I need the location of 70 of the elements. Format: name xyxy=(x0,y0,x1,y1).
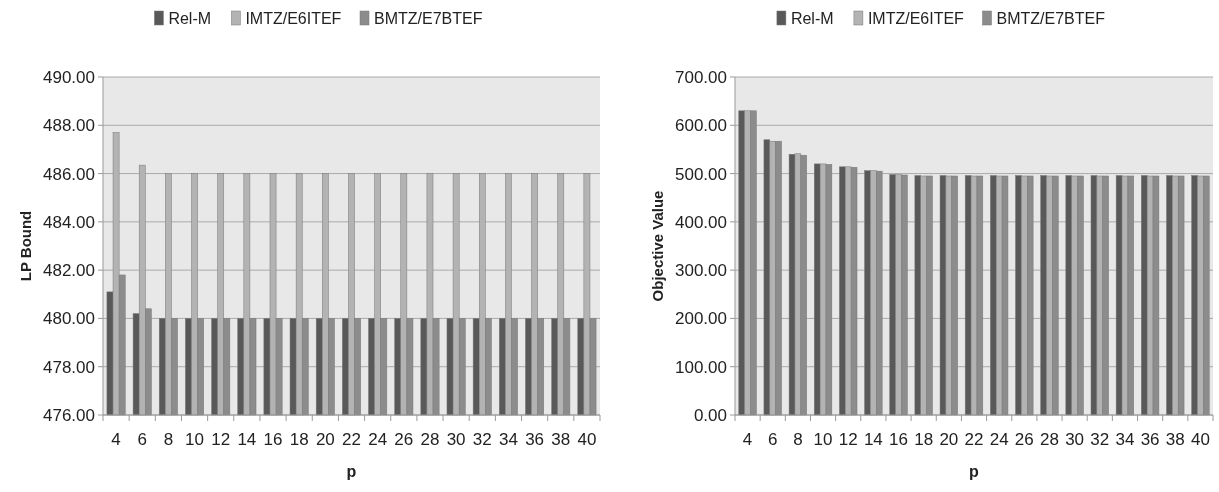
x-tick-label: 12 xyxy=(838,430,858,449)
x-tick-label: 28 xyxy=(1040,430,1059,449)
x-tick-label: 4 xyxy=(742,430,753,449)
x-tick-label: 16 xyxy=(263,430,283,449)
y-tick-label: 100.00 xyxy=(675,357,727,377)
x-tick-label: 16 xyxy=(889,430,908,449)
y-tick-label: 486.00 xyxy=(43,164,95,184)
legend-label: IMTZ/E6ITEF xyxy=(867,9,965,27)
y-tick-label: 400.00 xyxy=(675,212,727,232)
legend-label: IMTZ/E6ITEF xyxy=(245,9,342,27)
y-tick-label: 700.00 xyxy=(675,67,727,87)
y-tick-label: 488.00 xyxy=(43,116,95,136)
x-tick-label: 18 xyxy=(914,430,934,449)
y-tick-label: 490.00 xyxy=(43,67,95,87)
x-tick-label: 14 xyxy=(863,430,883,449)
x-tick-label: 10 xyxy=(185,430,205,449)
y-tick-label: 482.00 xyxy=(43,261,95,281)
y-tick-label: 600.00 xyxy=(675,116,727,136)
x-tick-label: 34 xyxy=(1115,430,1135,449)
x-tick-label: 30 xyxy=(446,430,466,449)
x-tick-label: 8 xyxy=(793,430,803,449)
x-tick-label: 26 xyxy=(1014,430,1034,449)
y-tick-label: 300.00 xyxy=(675,261,727,281)
x-tick-label: 12 xyxy=(211,430,231,449)
y-tick-label: 500.00 xyxy=(675,164,727,184)
x-tick-label: 18 xyxy=(289,430,309,449)
y-tick-label: 480.00 xyxy=(43,309,95,329)
x-tick-label: 22 xyxy=(964,430,984,449)
bar xyxy=(763,139,771,416)
x-tick-label: 38 xyxy=(551,430,571,449)
y-axis-title: Objective Value xyxy=(649,190,666,302)
legend-label: Rel-M xyxy=(790,9,834,27)
x-tick-label: 28 xyxy=(420,430,440,449)
y-tick-label: 200.00 xyxy=(675,309,727,329)
x-tick-label: 40 xyxy=(577,430,597,449)
x-tick-label: 32 xyxy=(472,430,492,449)
x-tick-label: 24 xyxy=(368,430,388,449)
x-tick-label: 36 xyxy=(1140,430,1160,449)
x-tick-label: 38 xyxy=(1165,430,1185,449)
x-tick-label: 22 xyxy=(342,430,361,449)
bar xyxy=(990,175,997,416)
x-tick-label: 20 xyxy=(315,430,335,449)
y-tick-label: 484.00 xyxy=(43,212,95,232)
x-tick-label: 4 xyxy=(111,430,121,449)
y-tick-label: 478.00 xyxy=(43,357,95,377)
x-tick-label: 8 xyxy=(163,430,174,449)
bar xyxy=(1115,175,1123,416)
y-tick-label: 0.00 xyxy=(693,405,727,425)
y-tick-label: 476.00 xyxy=(43,405,95,425)
x-tick-label: 32 xyxy=(1090,430,1110,449)
x-tick-label: 40 xyxy=(1190,430,1210,449)
x-tick-label: 6 xyxy=(768,430,778,449)
x-tick-label: 14 xyxy=(237,430,257,449)
x-tick-label: 6 xyxy=(137,430,147,449)
x-axis-title: p xyxy=(969,463,980,480)
x-tick-label: 36 xyxy=(525,430,545,449)
x-tick-label: 30 xyxy=(1065,430,1085,449)
legend-label: Rel-M xyxy=(168,9,212,27)
bar xyxy=(939,175,947,416)
bar xyxy=(1141,175,1148,416)
legend-label: BMTZ/E7BTEF xyxy=(996,9,1106,27)
x-tick-label: 10 xyxy=(813,430,833,449)
x-tick-label: 34 xyxy=(498,430,518,449)
x-tick-label: 26 xyxy=(394,430,414,449)
x-tick-label: 24 xyxy=(989,430,1009,449)
x-tick-label: 20 xyxy=(939,430,959,449)
y-axis-title: LP Bound xyxy=(17,210,34,282)
x-axis-title: p xyxy=(346,463,357,480)
bar xyxy=(1090,175,1098,416)
legend-label: BMTZ/E7BTEF xyxy=(374,9,483,27)
